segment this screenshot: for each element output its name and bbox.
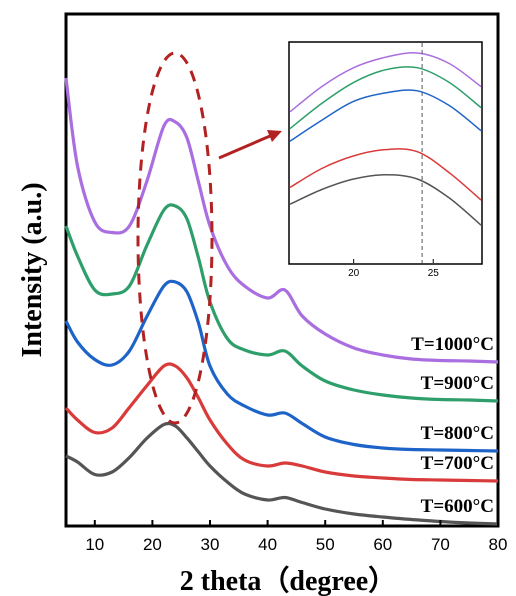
plot-frame [64, 12, 500, 528]
series-line-4 [64, 77, 499, 364]
x-tick-label-3: 40 [258, 535, 277, 554]
y-axis-title: Intensity (a.u.) [17, 182, 48, 357]
inset-series-line-4 [290, 52, 481, 113]
series-line-1 [64, 362, 499, 483]
series-line-3 [64, 203, 499, 403]
x-tick-label-5: 60 [373, 535, 392, 554]
series-line-2 [64, 279, 499, 453]
inset-arrow [218, 130, 282, 160]
inset-series-line-3 [290, 66, 481, 130]
inset-x-tick-label-0: 20 [348, 268, 360, 279]
series-label-3: T=900°C [421, 373, 494, 394]
series-label-1: T=700°C [421, 453, 494, 474]
inset-series-line-2 [290, 89, 481, 142]
x-tick-label-7: 80 [489, 535, 508, 554]
series-label-2: T=800°C [421, 423, 494, 444]
series-layer [64, 77, 499, 526]
inset-series-line-0 [290, 174, 481, 226]
inset-plot: 20 25 [288, 41, 483, 279]
series-line-0 [65, 421, 499, 526]
series-labels: T=600°C T=700°C T=800°C T=900°C T=1000°C [411, 334, 494, 517]
x-tick-label-4: 50 [316, 535, 335, 554]
series-label-4: T=1000°C [411, 334, 494, 355]
inset-series-line-1 [290, 148, 481, 201]
peak-highlight-ellipse [136, 51, 214, 425]
x-axis-ticks: 10 20 30 40 50 60 70 80 [85, 520, 507, 554]
x-tick-label-6: 70 [431, 535, 450, 554]
x-tick-label-0: 10 [85, 535, 104, 554]
x-tick-label-2: 30 [201, 535, 220, 554]
series-label-0: T=600°C [421, 496, 494, 517]
inset-x-tick-label-1: 25 [428, 268, 440, 279]
x-axis-title: 2 theta（degree） [180, 564, 396, 596]
x-tick-label-1: 20 [143, 535, 162, 554]
